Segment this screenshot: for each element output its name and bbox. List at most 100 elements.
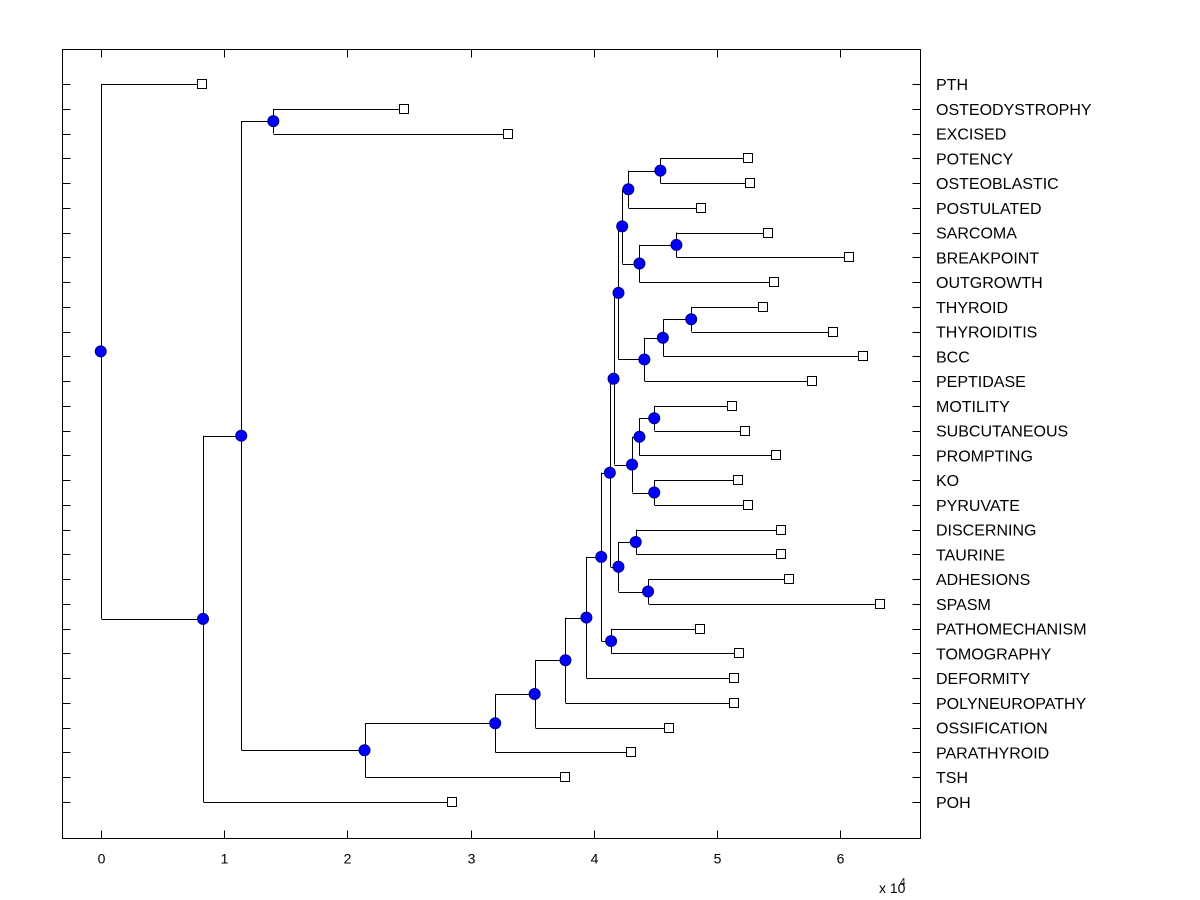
node-marker	[605, 635, 618, 648]
x-tick-label: 6	[837, 851, 845, 867]
leaf-label: TOMOGRAPHY	[936, 646, 1052, 663]
node-marker	[638, 353, 651, 366]
leaf-label: PYRUVATE	[936, 498, 1020, 515]
plot-frame	[62, 49, 921, 839]
node-marker	[595, 550, 608, 563]
node-marker	[656, 331, 669, 344]
x-tick-label: 1	[221, 851, 229, 867]
leaf-marker	[763, 228, 773, 238]
node-marker	[654, 164, 667, 177]
x-tick-labels: 0 1 2 3 4 5 6	[98, 851, 845, 867]
leaf-label: DISCERNING	[936, 523, 1036, 540]
leaf-marker	[771, 450, 781, 460]
leaf-label: PTH	[936, 77, 968, 94]
leaf-marker	[807, 376, 817, 386]
leaf-marker	[776, 525, 786, 535]
node-marker	[528, 687, 541, 700]
leaf-label: POSTULATED	[936, 201, 1042, 218]
node-markers	[94, 115, 698, 757]
node-marker	[267, 115, 280, 128]
leaf-marker	[745, 178, 755, 188]
leaf-label: OUTGROWTH	[936, 275, 1043, 292]
leaf-marker	[844, 252, 854, 262]
leaf-label: SARCOMA	[936, 226, 1017, 243]
leaf-marker	[858, 351, 868, 361]
leaf-label: PATHOMECHANISM	[936, 622, 1087, 639]
leaf-label: PEPTIDASE	[936, 374, 1026, 391]
leaf-label: SUBCUTANEOUS	[936, 424, 1068, 441]
x-multiplier-exponent: 4	[900, 877, 906, 888]
leaf-label: POLYNEUROPATHY	[936, 696, 1087, 713]
leaf-label: OSTEODYSTROPHY	[936, 102, 1092, 119]
leaf-label: PROMPTING	[936, 448, 1033, 465]
leaf-marker	[828, 327, 838, 337]
leaf-labels: PTH OSTEODYSTROPHY EXCISED POTENCY OSTEOBLAS…	[936, 77, 1092, 812]
leaf-label: POH	[936, 795, 971, 812]
leaf-label: THYROID	[936, 300, 1008, 317]
leaf-marker	[740, 426, 750, 436]
node-marker	[622, 183, 635, 196]
axis-ticks	[62, 49, 921, 839]
leaf-marker	[399, 104, 409, 114]
leaf-label: BREAKPOINT	[936, 250, 1039, 267]
x-tick-label: 2	[344, 851, 352, 867]
leaf-marker	[626, 747, 636, 757]
node-marker	[235, 429, 248, 442]
leaf-marker	[560, 772, 570, 782]
node-marker	[648, 412, 661, 425]
leaf-label: POTENCY	[936, 151, 1014, 168]
leaf-markers	[197, 79, 885, 807]
node-marker	[603, 466, 616, 479]
x-tick-label: 5	[714, 851, 722, 867]
leaf-marker	[447, 797, 457, 807]
node-marker	[685, 313, 698, 326]
node-marker	[629, 536, 642, 549]
leaf-marker	[696, 203, 706, 213]
leaf-label: TAURINE	[936, 547, 1005, 564]
leaf-marker	[743, 153, 753, 163]
node-marker	[559, 654, 572, 667]
leaf-marker	[734, 648, 744, 658]
leaf-marker	[743, 500, 753, 510]
leaf-label: TSH	[936, 770, 968, 787]
leaf-marker	[776, 549, 786, 559]
leaf-marker	[729, 673, 739, 683]
node-marker	[626, 458, 639, 471]
leaf-marker	[664, 723, 674, 733]
node-marker	[648, 486, 661, 499]
node-marker	[197, 612, 210, 625]
leaf-marker	[758, 302, 768, 312]
x-tick-label: 4	[591, 851, 599, 867]
leaf-marker	[729, 698, 739, 708]
node-marker	[489, 717, 502, 730]
leaf-marker	[733, 475, 743, 485]
leaf-label: ADHESIONS	[936, 572, 1030, 589]
node-marker	[642, 585, 655, 598]
node-marker	[607, 372, 620, 385]
leaf-marker	[503, 129, 513, 139]
leaf-marker	[695, 624, 705, 634]
node-marker	[612, 286, 625, 299]
leaf-marker	[727, 401, 737, 411]
leaf-label: EXCISED	[936, 127, 1006, 144]
leaf-label: OSTEOBLASTIC	[936, 176, 1059, 193]
leaf-label: OSSIFICATION	[936, 721, 1048, 738]
leaf-label: MOTILITY	[936, 399, 1010, 416]
x-tick-label: 3	[468, 851, 476, 867]
node-marker	[612, 560, 625, 573]
leaf-label: PARATHYROID	[936, 745, 1049, 762]
node-marker	[616, 220, 629, 233]
node-marker	[358, 744, 371, 757]
leaf-label: DEFORMITY	[936, 671, 1031, 688]
x-tick-label: 0	[98, 851, 106, 867]
node-marker	[633, 430, 646, 443]
node-marker	[633, 257, 646, 270]
node-marker	[94, 345, 107, 358]
leaf-marker	[197, 79, 207, 89]
leaf-label: KO	[936, 473, 959, 490]
leaf-label: THYROIDITIS	[936, 325, 1037, 342]
leaf-label: BCC	[936, 349, 970, 366]
x-multiplier-label: x 10	[879, 880, 906, 896]
leaf-marker	[875, 599, 885, 609]
